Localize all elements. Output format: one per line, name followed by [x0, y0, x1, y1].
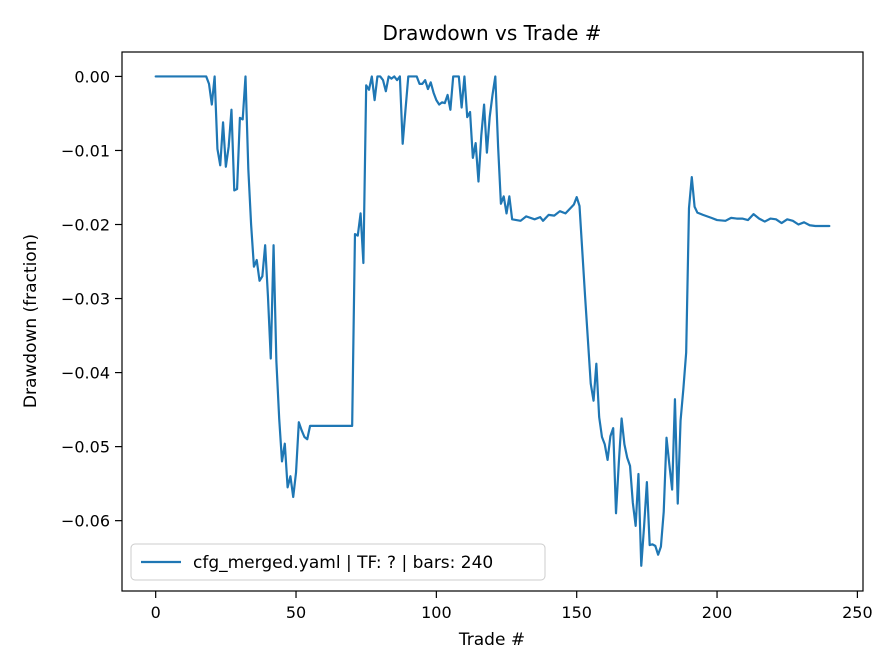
x-axis-ticks: 0 50 100 150 200 250 — [151, 591, 873, 622]
x-tick-label: 100 — [421, 603, 452, 622]
y-tick-label: −0.04 — [61, 364, 110, 383]
y-tick-label: 0.00 — [74, 67, 110, 86]
y-axis-label: Drawdown (fraction) — [21, 234, 41, 408]
y-tick-label: −0.05 — [61, 438, 110, 457]
legend: cfg_merged.yaml | TF: ? | bars: 240 — [130, 543, 546, 581]
x-tick-label: 200 — [702, 603, 733, 622]
y-axis-ticks: 0.00 −0.01 −0.02 −0.03 −0.04 −0.05 −0.06 — [61, 67, 122, 531]
x-tick-label: 50 — [286, 603, 306, 622]
y-tick-label: −0.01 — [61, 141, 110, 160]
x-tick-label: 0 — [151, 603, 161, 622]
legend-entry-label: cfg_merged.yaml | TF: ? | bars: 240 — [193, 553, 493, 573]
x-axis-label: Trade # — [458, 630, 525, 650]
x-tick-label: 250 — [842, 603, 873, 622]
y-tick-label: −0.06 — [61, 512, 110, 531]
plot-area-frame — [121, 51, 864, 592]
drawdown-series-line — [154, 75, 831, 567]
chart-title: Drawdown vs Trade # — [382, 21, 601, 45]
y-tick-label: −0.02 — [61, 216, 110, 235]
legend-box — [130, 543, 546, 581]
x-tick-label: 150 — [561, 603, 592, 622]
y-tick-label: −0.03 — [61, 290, 110, 309]
